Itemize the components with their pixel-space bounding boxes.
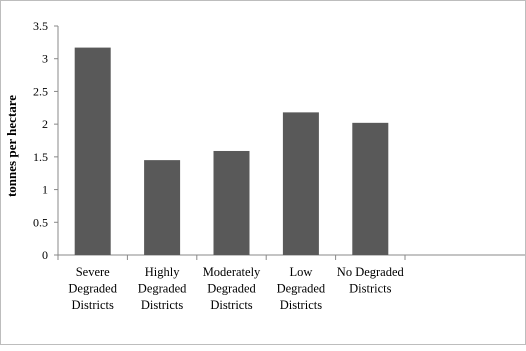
y-tick-label: 2 [42,117,48,131]
y-tick-label: 2.5 [33,84,48,98]
x-tick-label: No Degraded Districts [337,265,405,296]
y-tick-label: 3.5 [33,19,48,33]
x-tick-label: Moderately Degraded Districts [203,265,261,312]
y-tick-label: 1 [42,183,48,197]
x-tick-label: Severe Degraded Districts [68,265,117,312]
x-tick-label: Low Degraded Districts [277,265,326,312]
bar [144,160,181,255]
bar [213,150,250,255]
x-tick-label: Highly Degraded Districts [138,265,187,312]
bar [352,122,389,255]
y-tick-label: 1.5 [33,150,48,164]
bar [74,47,111,255]
bar [282,112,319,255]
y-tick-label: 0 [42,248,48,262]
y-tick-label: 0.5 [33,215,48,229]
y-axis-label: tonnes per hectare [4,95,19,197]
y-tick-label: 3 [42,52,48,66]
